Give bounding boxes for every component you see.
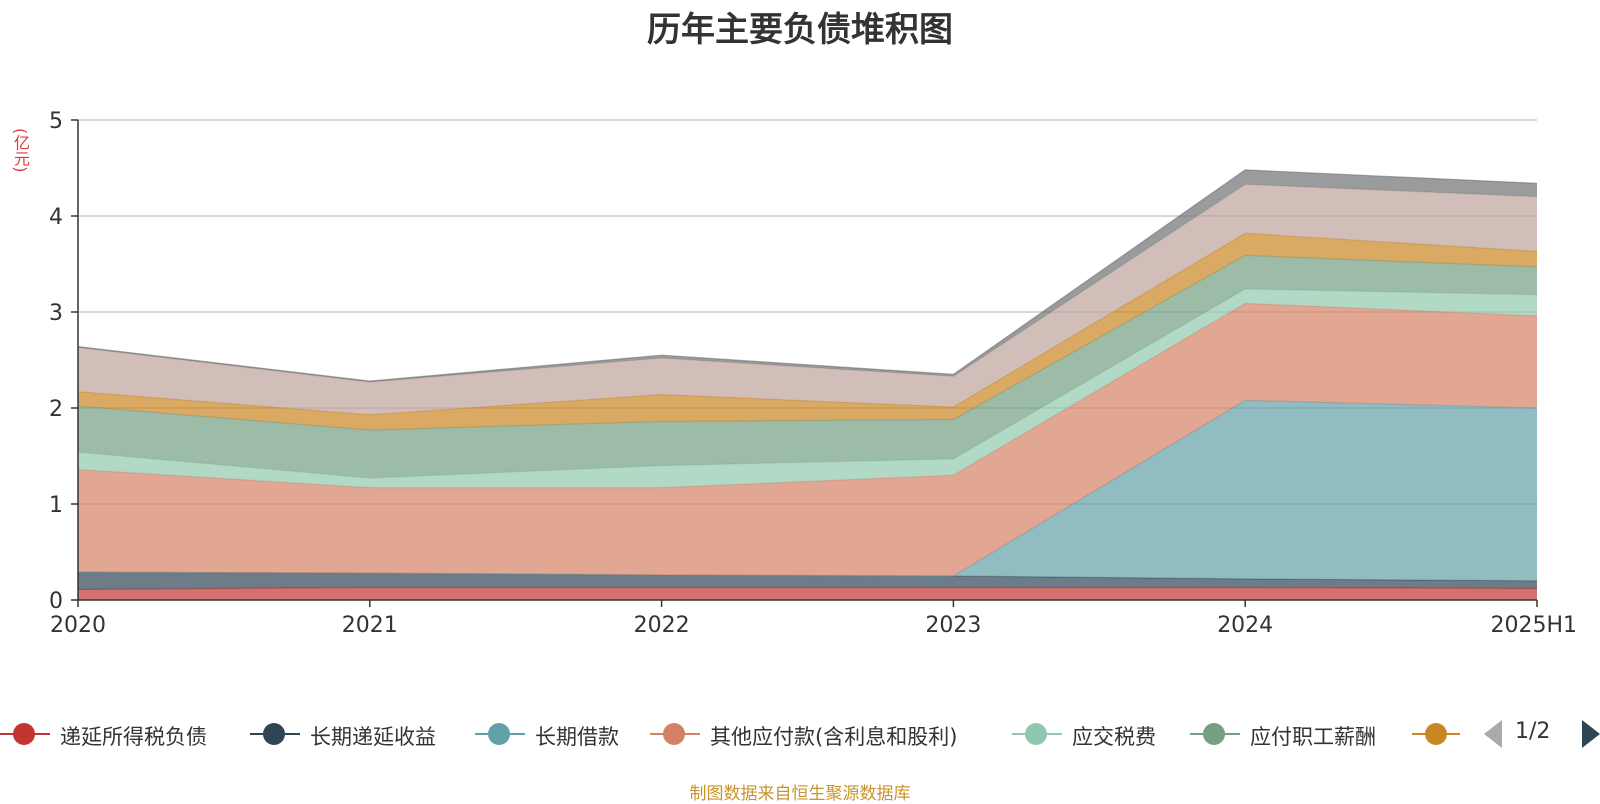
legend-item-label: 长期借款 [535,725,619,749]
legend-dot-icon [663,723,685,745]
legend-items: 递延所得税负债 长期递延收益 长期借款 其他应付款(含利息和股利) 应交税费 应付职工薪酬… [0,714,1460,754]
area-series-4 [78,288,1537,488]
legend-item-label: 长期递延收益 [310,725,436,749]
legend-dot-icon [13,723,35,745]
x-tick-label: 2021 [342,613,398,638]
area-series-7 [78,184,1537,415]
area-series-8 [78,169,1537,383]
legend-page-indicator: 1/2 [1515,719,1551,744]
legend-item-label: 递延所得税负债 [60,725,207,749]
area-series-1 [78,572,1537,590]
legend-item-label: 应交税费 [1072,725,1156,749]
legend-dot-icon [1025,723,1047,745]
y-tick-label: 0 [49,589,63,614]
y-tick-label: 2 [49,397,63,422]
y-tick-label: 4 [49,205,63,230]
x-tick-label: 2025H1 [1490,613,1577,638]
legend-next-page-icon[interactable] [1582,720,1600,748]
legend-dot-icon [263,723,285,745]
area-series-5 [78,255,1537,479]
y-tick-label: 5 [49,109,63,134]
legend: 递延所得税负债 长期递延收益 长期借款 其他应付款(含利息和股利) 应交税费 应付职工薪酬… [0,714,1600,754]
x-tick-label: 2023 [925,613,981,638]
x-tick-label: 2020 [50,613,106,638]
legend-dot-icon [488,723,510,745]
y-tick-label: 3 [49,301,63,326]
x-tick-label: 2024 [1217,613,1273,638]
legend-dot-icon [1203,723,1225,745]
chart-title: 历年主要负债堆积图 [647,10,953,50]
area-line-8 [77,169,1538,382]
chart-plot: 0 1 2 3 4 5 2020 2021 2022 2023 2024 2025H1 [49,109,1577,638]
legend-item-label: 其他应付款(含利息和股利) [710,725,958,749]
area-series-6 [78,233,1537,431]
source-note: 制图数据来自恒生聚源数据库 [689,784,911,804]
area-series-2 [78,400,1537,581]
legend-dot-icon [1425,723,1447,745]
legend-prev-page-icon[interactable] [1484,720,1502,748]
y-axis-unit-label: (亿元) [11,127,30,173]
area-series-3 [78,303,1537,576]
y-tick-label: 1 [49,493,63,518]
x-tick-label: 2022 [634,613,690,638]
legend-item-label: 应付职工薪酬 [1250,725,1376,749]
area-series-0 [78,587,1537,600]
